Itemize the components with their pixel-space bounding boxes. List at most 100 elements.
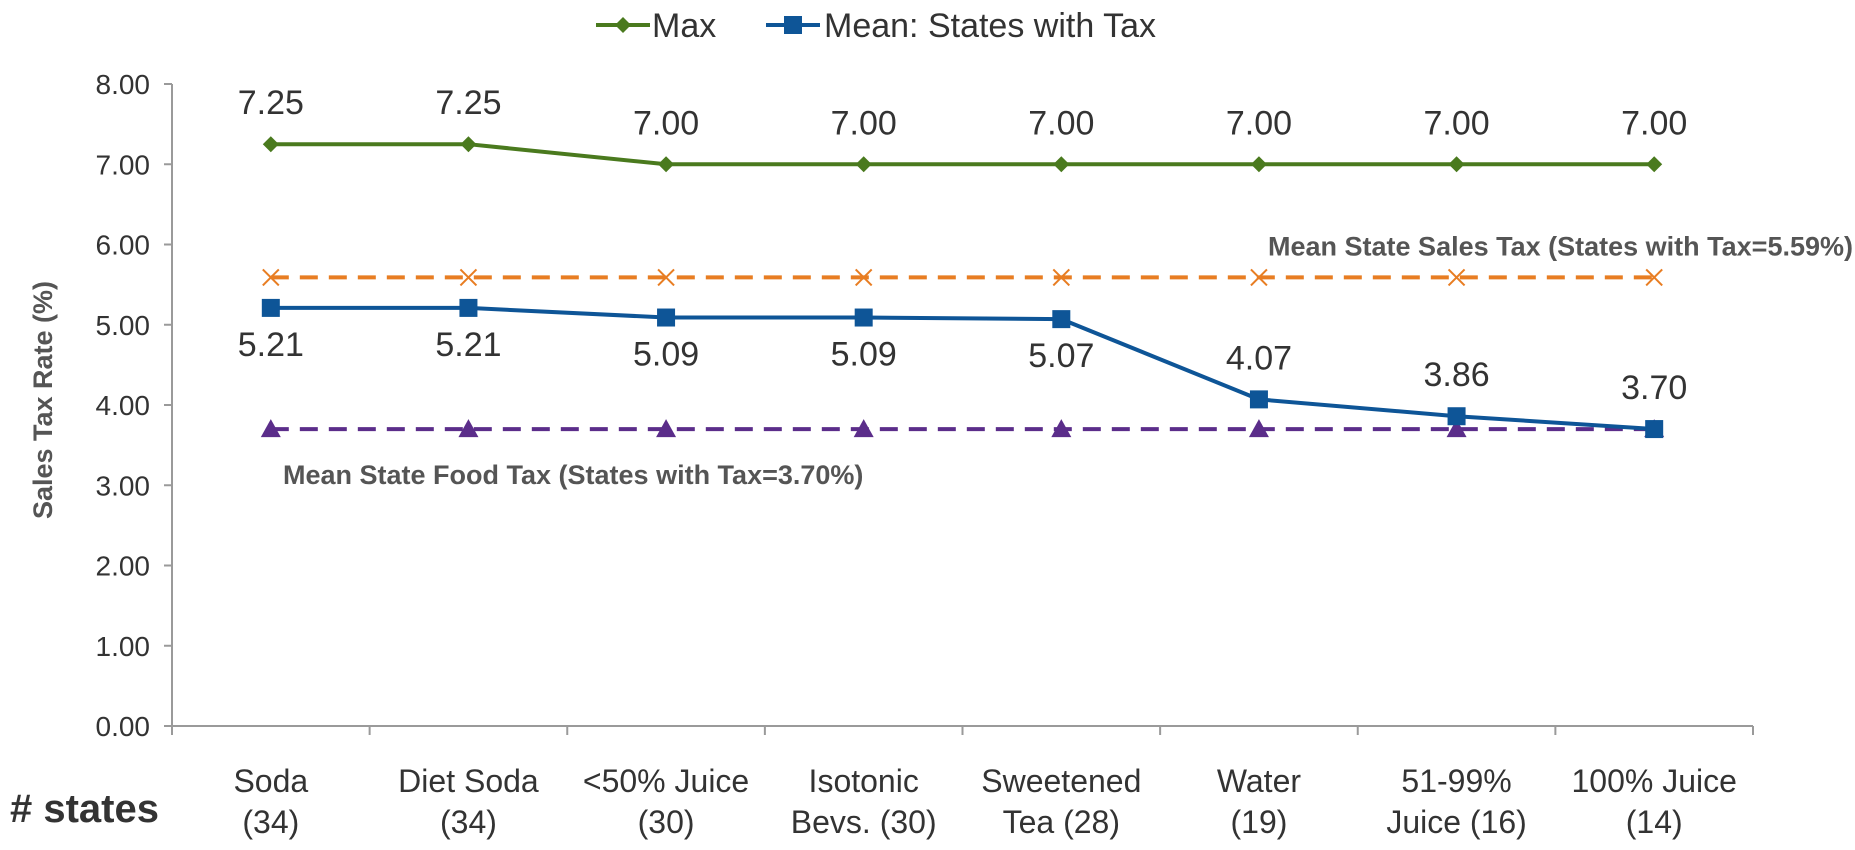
legend: Max Mean: States with Tax xyxy=(596,7,1156,45)
y-tick-label: 4.00 xyxy=(96,390,151,421)
data-label: 7.00 xyxy=(633,104,699,142)
data-label: 4.07 xyxy=(1226,339,1292,377)
data-label: 5.07 xyxy=(1028,337,1094,375)
reference-line-marker xyxy=(1250,268,1268,287)
legend-marker xyxy=(784,16,802,34)
data-label: 7.00 xyxy=(831,104,897,142)
reference-line-marker xyxy=(1446,419,1467,438)
y-axis: 0.00 1.00 2.00 3.00 4.00 5.00 6.00 7.00 8.00 xyxy=(96,69,173,742)
x-tick-label: (30) xyxy=(638,804,695,840)
reference-line-marker xyxy=(657,268,675,287)
reference-line-marker xyxy=(1248,419,1269,438)
x-tick-label: Isotonic xyxy=(809,763,919,799)
reference-line-marker xyxy=(854,268,873,287)
data-point xyxy=(657,308,676,327)
legend-label: Mean: States with Tax xyxy=(824,7,1156,45)
data-label: 7.25 xyxy=(435,84,501,122)
reference-line-1: Mean State Sales Tax (States with Tax=5.… xyxy=(262,231,1853,287)
data-point xyxy=(855,156,872,173)
reference-line-marker-stroke-b xyxy=(459,268,478,287)
legend-item-2: Mean: States with Tax xyxy=(766,7,1156,45)
reference-line-marker xyxy=(1447,268,1466,287)
x-axis-label: # states xyxy=(10,787,159,831)
data-point xyxy=(658,156,675,173)
x-tick-label: Bevs. (30) xyxy=(791,804,937,840)
data-label: 3.70 xyxy=(1621,369,1687,407)
legend-label: Max xyxy=(652,7,716,45)
reference-line-marker xyxy=(853,419,874,438)
reference-line-marker-stroke-b xyxy=(1250,268,1268,287)
x-tick-label: Sweetened xyxy=(981,763,1141,799)
x-tick-label: Juice (16) xyxy=(1386,804,1527,840)
y-tick-label: 3.00 xyxy=(96,470,151,501)
data-label: 7.00 xyxy=(1423,104,1489,142)
data-label: 5.21 xyxy=(435,326,501,364)
reference-line-marker xyxy=(458,419,479,438)
reference-line-label: Mean State Sales Tax (States with Tax=5.… xyxy=(1268,231,1853,261)
series-1: 7.25 7.25 7.00 7.00 7.00 7.00 7.00 7.00 xyxy=(238,84,1687,173)
y-tick-label: 5.00 xyxy=(96,310,151,341)
y-axis-label: Sales Tax Rate (%) xyxy=(28,281,58,519)
reference-line-2: Mean State Food Tax (States with Tax=3.7… xyxy=(260,419,1665,490)
series-group: 7.25 7.257.00 7.00 7.00 7.00 7.00 7.005.21 5.21… xyxy=(238,84,1687,439)
x-axis: Soda (34) Diet Soda (34) <50% Juice (30) Isoto… xyxy=(171,725,1754,840)
data-point xyxy=(1645,420,1664,439)
x-tick-label: Tea (28) xyxy=(1003,804,1120,840)
y-tick-label: 0.00 xyxy=(96,711,151,742)
x-tick-label: (34) xyxy=(440,804,497,840)
reference-line-marker xyxy=(656,419,677,438)
data-point xyxy=(1053,156,1070,173)
x-tick-label: <50% Juice xyxy=(583,763,749,799)
data-point xyxy=(262,136,279,153)
x-tick-label: (34) xyxy=(242,804,299,840)
reference-line-marker xyxy=(1645,268,1663,287)
x-tick-label: 51-99% xyxy=(1401,763,1511,799)
data-label: 3.86 xyxy=(1423,356,1489,394)
x-tick-label: Soda xyxy=(233,763,308,799)
reference-line-marker xyxy=(262,268,280,287)
reference-line-marker xyxy=(1052,268,1071,287)
legend-marker xyxy=(615,17,631,33)
reference-line-label: Mean State Food Tax (States with Tax=3.7… xyxy=(283,460,863,490)
reference-line-marker-stroke-b xyxy=(854,268,873,287)
data-label: 5.09 xyxy=(831,336,897,374)
y-tick-label: 2.00 xyxy=(96,551,151,582)
data-point xyxy=(1052,310,1071,329)
y-tick-label: 1.00 xyxy=(96,631,151,662)
reference-line-marker-stroke-b xyxy=(262,268,280,287)
data-point xyxy=(1249,390,1268,409)
data-label: 7.00 xyxy=(1621,104,1687,142)
reference-line-marker-stroke-b xyxy=(1447,268,1466,287)
series-2: 5.21 5.21 5.09 5.09 5.07 4.07 3.86 3.70 xyxy=(238,298,1687,439)
data-label: 7.00 xyxy=(1028,104,1094,142)
y-tick-label: 6.00 xyxy=(96,230,151,261)
legend-item-1: Max xyxy=(596,7,716,45)
data-point xyxy=(1447,407,1466,426)
data-point xyxy=(1448,156,1465,173)
data-label: 7.00 xyxy=(1226,104,1292,142)
reference-line-marker-stroke-b xyxy=(1645,268,1663,287)
reference-line-marker xyxy=(1051,419,1072,438)
data-point xyxy=(854,308,873,327)
series-line xyxy=(270,305,1655,432)
data-point xyxy=(460,136,477,153)
x-tick-label: 100% Juice xyxy=(1571,763,1736,799)
x-tick-label: (14) xyxy=(1626,804,1683,840)
reference-line-marker xyxy=(459,268,478,287)
reference-line-marker-stroke-b xyxy=(657,268,675,287)
data-point xyxy=(1250,156,1267,173)
data-label: 7.25 xyxy=(238,84,304,122)
reference-line-marker-stroke-b xyxy=(1052,268,1071,287)
data-label: 5.21 xyxy=(238,326,304,364)
reference-line-marker xyxy=(260,419,281,438)
y-tick-label: 7.00 xyxy=(96,149,151,180)
data-label: 5.09 xyxy=(633,336,699,374)
data-point xyxy=(459,298,478,317)
y-tick-label: 8.00 xyxy=(96,69,151,100)
reference-lines: Mean State Sales Tax (States with Tax=5.… xyxy=(260,231,1853,490)
series-line xyxy=(270,142,1655,167)
data-point xyxy=(1646,156,1663,173)
x-tick-label: (19) xyxy=(1230,804,1287,840)
data-point xyxy=(261,298,280,317)
